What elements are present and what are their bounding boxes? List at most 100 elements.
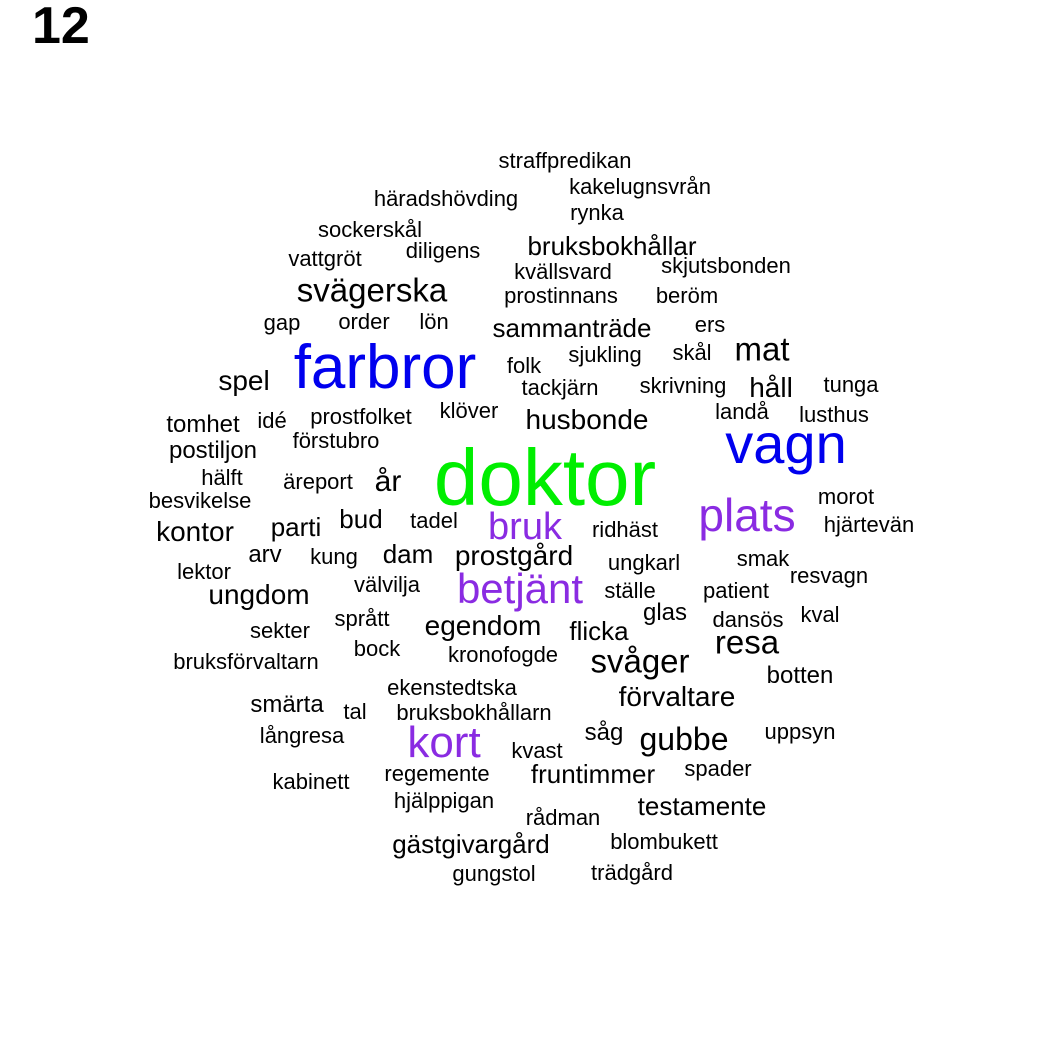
word-tackjarn: tackjärn	[521, 375, 599, 400]
word-sekter: sekter	[250, 618, 310, 643]
word-sjukling: sjukling	[568, 342, 642, 367]
word-svagerska: svägerska	[296, 271, 448, 309]
word-besvikelse: besvikelse	[148, 488, 252, 513]
word-landa: landå	[715, 399, 769, 424]
word-smarta: smärta	[250, 691, 324, 718]
word-fruntimmer: fruntimmer	[530, 759, 656, 789]
figure-label: 12	[32, 0, 90, 55]
word-plats: plats	[698, 489, 796, 541]
word-resvagn: resvagn	[789, 563, 869, 588]
word-ers: ers	[694, 312, 726, 337]
word-kronofogde: kronofogde	[447, 642, 559, 667]
word-postiljon: postiljon	[168, 437, 258, 464]
word-bruksforvaltarn: bruksförvaltarn	[173, 649, 319, 674]
word-kontor: kontor	[156, 516, 234, 547]
word-kort: kort	[407, 718, 481, 767]
word-forvaltare: förvaltare	[618, 681, 736, 712]
word-bruksbokhallarn: bruksbokhållarn	[396, 700, 552, 725]
word-dansos: dansös	[712, 607, 784, 632]
word-husbonde: husbonde	[525, 404, 649, 435]
word-radman: rådman	[525, 805, 601, 830]
word-tadel: tadel	[410, 508, 458, 533]
word-vattgrot: vattgröt	[288, 246, 362, 271]
word-kabinett: kabinett	[272, 769, 350, 794]
word-bud: bud	[339, 504, 383, 534]
word-regemente: regemente	[384, 761, 490, 786]
word-lektor: lektor	[177, 559, 231, 584]
word-skjutsbonden: skjutsbonden	[661, 253, 791, 278]
word-langresa: långresa	[259, 723, 345, 748]
word-halft: hälft	[201, 465, 243, 490]
word-ungdom: ungdom	[208, 579, 310, 610]
word-ungkarl: ungkarl	[607, 550, 681, 575]
word-rynka: rynka	[570, 200, 624, 225]
word-patient: patient	[702, 578, 770, 603]
word-straffpredikan: straffpredikan	[498, 148, 632, 173]
word-folk: folk	[506, 353, 542, 378]
word-resa: resa	[714, 623, 780, 661]
word-spratt: sprått	[334, 606, 390, 631]
word-tunga: tunga	[823, 372, 879, 397]
word-ekenstedtska: ekenstedtska	[387, 675, 517, 700]
word-prostfolket: prostfolket	[310, 404, 412, 429]
word-gungstol: gungstol	[452, 861, 536, 886]
word-sockerskal: sockerskål	[318, 217, 422, 242]
word-vagn: vagn	[725, 412, 847, 475]
word-uppsyn: uppsyn	[764, 719, 836, 744]
word-klover: klöver	[439, 398, 499, 423]
word-kung: kung	[310, 544, 358, 569]
word-ide: idé	[257, 408, 287, 433]
word-skrivning: skrivning	[639, 373, 727, 398]
word-kvallsvard: kvällsvard	[514, 259, 612, 284]
word-parti: parti	[270, 512, 322, 542]
word-spader: spader	[684, 756, 752, 781]
word-kval: kval	[800, 602, 840, 627]
word-tradgard: trädgård	[591, 860, 673, 885]
word-ridhast: ridhäst	[591, 517, 659, 542]
word-diligens: diligens	[405, 238, 481, 263]
word-betjant: betjänt	[456, 565, 584, 612]
word-sammantrade: sammanträde	[492, 313, 652, 343]
word-morot: morot	[817, 484, 875, 509]
word-bruksbokhallar: bruksbokhållar	[527, 231, 697, 261]
word-arv: arv	[248, 541, 282, 568]
word-haradshovding: häradshövding	[373, 186, 519, 211]
word-hjalppigan: hjälppigan	[393, 788, 495, 813]
word-bruk: bruk	[488, 506, 562, 548]
word-hjartevan: hjärtevän	[823, 512, 915, 537]
word-valvilja: välvilja	[353, 572, 421, 597]
word-tal: tal	[343, 699, 367, 724]
word-lusthus: lusthus	[799, 402, 869, 427]
word-bock: bock	[353, 636, 401, 661]
word-lon: lön	[419, 309, 449, 334]
word-glas: glas	[642, 599, 688, 626]
word-stalle: ställe	[604, 578, 656, 603]
word-blombukett: blombukett	[610, 829, 718, 854]
word-berom: beröm	[655, 283, 719, 308]
word-skal: skål	[672, 340, 712, 365]
word-gubbe: gubbe	[639, 721, 729, 757]
word-egendom: egendom	[424, 610, 542, 641]
word-gap: gap	[263, 310, 301, 335]
word-botten: botten	[766, 662, 834, 689]
word-areport: äreport	[283, 469, 353, 494]
word-hall: håll	[749, 372, 793, 403]
word-forstubro: förstubro	[292, 428, 380, 453]
word-spel: spel	[218, 365, 270, 396]
word-prostgard: prostgård	[454, 540, 574, 571]
word-dam: dam	[382, 539, 434, 569]
word-doktor: doktor	[433, 433, 657, 522]
word-kvast: kvast	[511, 738, 563, 763]
word-mat: mat	[734, 330, 790, 368]
word-kakelugnsvran: kakelugnsvrån	[569, 174, 711, 199]
word-ar: år	[374, 465, 402, 498]
word-testamente: testamente	[637, 791, 767, 821]
word-flicka: flicka	[569, 616, 629, 646]
word-prostinnans: prostinnans	[504, 283, 618, 308]
word-order: order	[338, 309, 390, 334]
word-sag: såg	[584, 719, 624, 746]
word-smak: smak	[736, 546, 790, 571]
word-tomhet: tomhet	[166, 411, 240, 438]
word-farbror: farbror	[293, 333, 477, 402]
